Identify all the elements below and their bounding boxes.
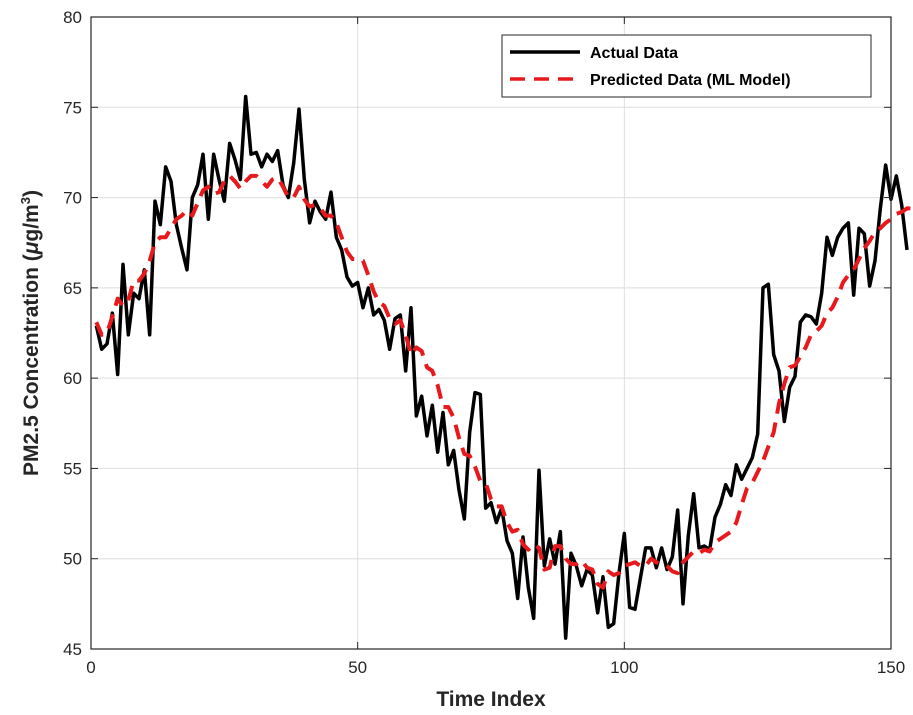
y-tick-label: 50 [63, 550, 82, 569]
legend: Actual Data Predicted Data (ML Model) [501, 34, 872, 98]
y-tick-label: 55 [63, 459, 82, 478]
series-line-predicted [94, 173, 913, 590]
series-layer [94, 94, 913, 640]
y-tick-label: 45 [63, 640, 82, 659]
legend-box [501, 34, 872, 98]
axis-ticks: 0 50 100 150 45 50 55 60 65 70 75 80 [63, 8, 905, 677]
y-axis-title-suffix: ) [20, 190, 43, 197]
y-tick-label: 65 [63, 279, 82, 298]
y-axis-title: PM2.5 Concentration (μg/m3) [18, 190, 43, 476]
x-tick-label: 100 [610, 658, 638, 677]
plot-frame [90, 16, 892, 650]
x-tick-label: 150 [877, 658, 905, 677]
y-axis-title-unit: g/m [20, 204, 43, 241]
y-axis-title-prefix: PM2.5 Concentration ( [20, 254, 43, 476]
x-tick-label: 50 [348, 658, 367, 677]
x-tick-label: 0 [86, 658, 95, 677]
y-tick-label: 80 [63, 8, 82, 27]
legend-label-predicted: Predicted Data (ML Model) [590, 72, 791, 89]
x-axis-title: Time Index [436, 688, 546, 711]
legend-label-actual: Actual Data [590, 45, 678, 62]
y-axis-title-exponent: 3 [18, 197, 33, 204]
y-axis-title-mu: μ [20, 241, 43, 255]
plot-area [91, 17, 891, 649]
y-tick-label: 60 [63, 369, 82, 388]
y-tick-label: 75 [63, 98, 82, 117]
y-tick-label: 70 [63, 189, 82, 208]
